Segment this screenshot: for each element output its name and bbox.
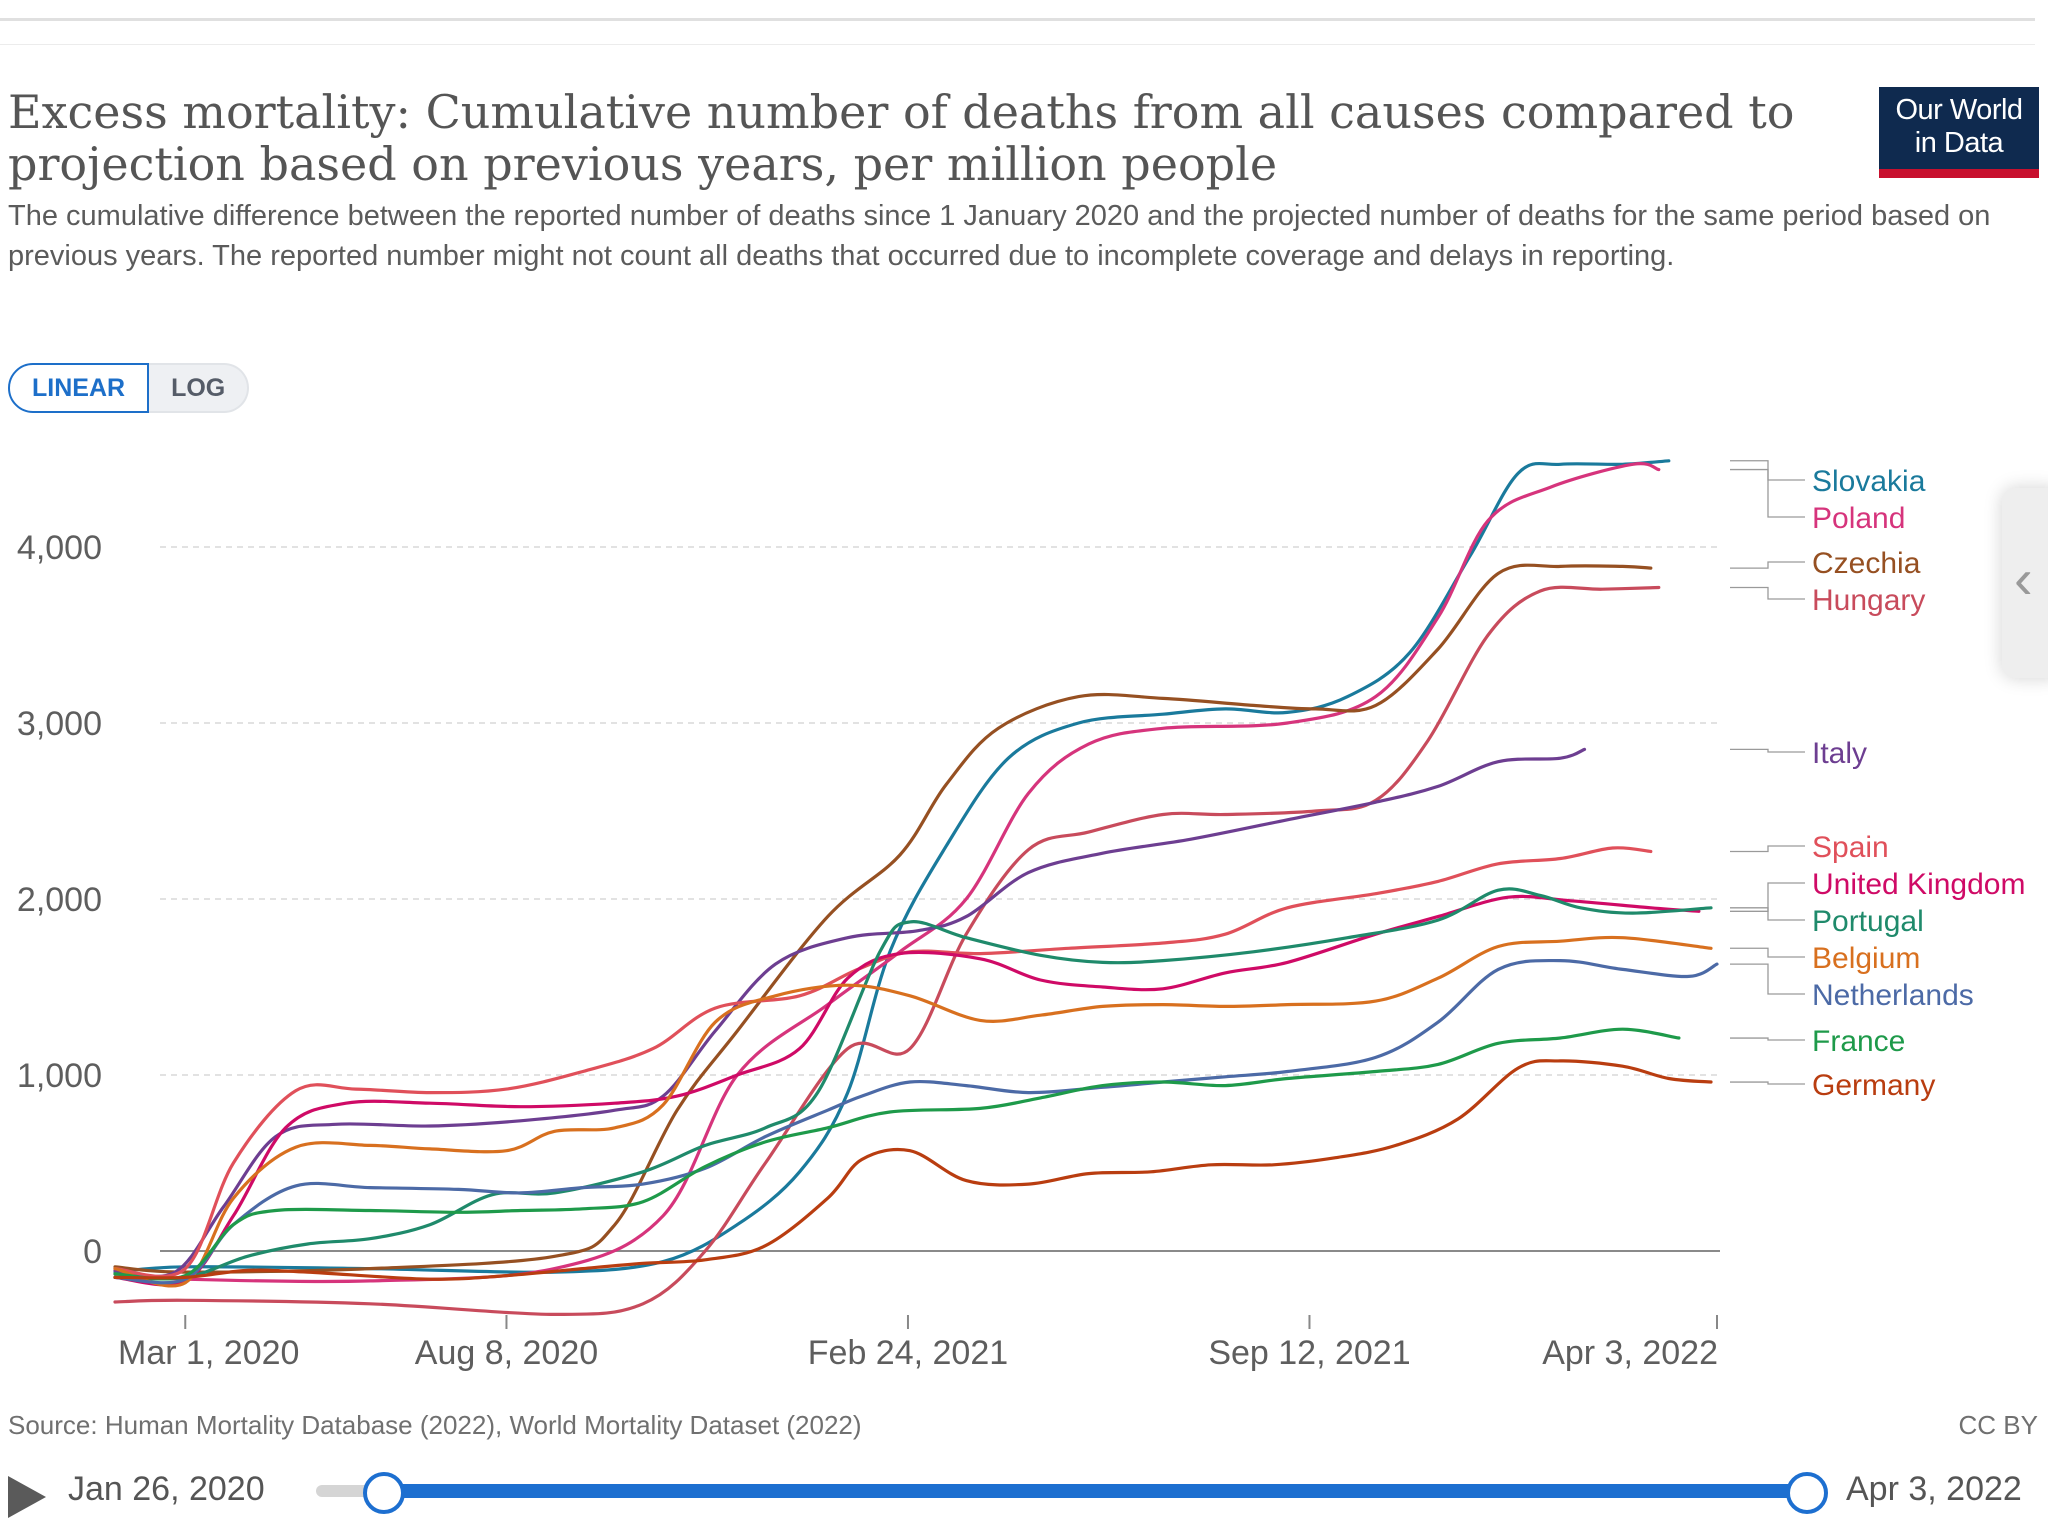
- legend-connector-united-kingdom: [1730, 882, 1805, 912]
- legend-connector-germany: [1730, 1081, 1805, 1085]
- series-line-portugal: [113, 887, 1713, 1281]
- series-line-belgium: [113, 935, 1713, 1288]
- series-line-poland: [113, 462, 1661, 1284]
- legend-connector-france: [1730, 1037, 1805, 1041]
- x-tick-label: Sep 12, 2021: [1208, 1334, 1410, 1372]
- owid-logo[interactable]: Our World in Data: [1879, 87, 2039, 178]
- legend-label-germany: Germany: [1812, 1069, 1935, 1102]
- legend-connector-hungary: [1730, 586, 1805, 600]
- x-tick-label: Mar 1, 2020: [118, 1334, 299, 1372]
- line-chart: 0 1,000 2,000 3,000 4,000 Mar 1, 2020 Aug 8, …: [17, 459, 2025, 1372]
- legend-label-netherlands: Netherlands: [1812, 979, 1974, 1012]
- series-line-hungary: [113, 585, 1661, 1316]
- legend-label-poland: Poland: [1812, 502, 1905, 535]
- log-scale-button[interactable]: LOG: [149, 363, 250, 413]
- timeline-start-handle[interactable]: [363, 1472, 405, 1514]
- legend-label-france: France: [1812, 1025, 1905, 1058]
- legend-connector-portugal: [1730, 907, 1805, 921]
- source-note: Source: Human Mortality Database (2022),…: [8, 1410, 862, 1440]
- top-divider: [0, 44, 2035, 45]
- x-tick-label: Apr 3, 2022: [1542, 1334, 1718, 1372]
- legend-label-spain: Spain: [1812, 831, 1889, 864]
- y-tick-label: 4,000: [17, 529, 102, 567]
- legend-label-hungary: Hungary: [1812, 584, 1925, 617]
- logo-line-1: Our World: [1895, 94, 2023, 126]
- series-line-united-kingdom: [113, 894, 1701, 1287]
- series-lines: [113, 459, 1719, 1316]
- timeline-selected-range: [382, 1484, 1805, 1498]
- x-axis-ticks: Mar 1, 2020 Aug 8, 2020 Feb 24, 2021 Sep 12…: [118, 1315, 1718, 1372]
- legend-label-portugal: Portugal: [1812, 905, 1924, 938]
- y-tick-label: 0: [83, 1233, 102, 1271]
- legend-connector-czechia: [1730, 561, 1805, 569]
- y-tick-label: 1,000: [17, 1057, 102, 1095]
- legend-label-belgium: Belgium: [1812, 942, 1920, 975]
- legend-connector-netherlands: [1730, 963, 1805, 995]
- timeline-end-label: Apr 3, 2022: [1846, 1470, 2022, 1508]
- legend: Slovakia Poland Czechia Hungary Italy Spain Un…: [1730, 460, 2025, 1102]
- series-line-france: [113, 1027, 1681, 1281]
- scale-toggle[interactable]: LINEAR LOG: [8, 363, 250, 413]
- chart-subtitle: The cumulative difference between the re…: [8, 200, 1991, 272]
- chevron-left-icon: ‹: [2014, 547, 2033, 610]
- series-line-czechia: [113, 563, 1653, 1274]
- x-tick-label: Aug 8, 2020: [415, 1334, 598, 1372]
- legend-connector-spain: [1730, 845, 1805, 853]
- series-line-spain: [113, 846, 1653, 1279]
- y-tick-label: 2,000: [17, 881, 102, 919]
- legend-label-czechia: Czechia: [1812, 547, 1921, 580]
- legend-label-slovakia: Slovakia: [1812, 465, 1926, 498]
- chart-title: Excess mortality: Cumulative number of d…: [8, 85, 1795, 191]
- y-tick-label: 3,000: [17, 705, 102, 743]
- legend-connector-poland: [1730, 468, 1805, 518]
- legend-label-united-kingdom: United Kingdom: [1812, 868, 2025, 901]
- logo-line-2: in Data: [1914, 127, 2004, 159]
- play-icon[interactable]: [8, 1476, 46, 1518]
- grid-lines: [160, 546, 1720, 1252]
- legend-connector-italy: [1730, 748, 1805, 753]
- series-line-germany: [113, 1059, 1713, 1281]
- linear-scale-button[interactable]: LINEAR: [8, 363, 150, 413]
- top-border: [0, 18, 2035, 21]
- timeline-start-label: Jan 26, 2020: [68, 1470, 265, 1508]
- timeline-end-handle[interactable]: [1786, 1472, 1828, 1514]
- license-label[interactable]: CC BY: [1958, 1410, 2038, 1440]
- side-panel-tab[interactable]: ‹: [2002, 488, 2048, 678]
- series-line-italy: [113, 747, 1587, 1279]
- legend-label-italy: Italy: [1812, 737, 1867, 770]
- series-line-netherlands: [113, 958, 1719, 1285]
- y-axis-ticks: 0 1,000 2,000 3,000 4,000: [17, 529, 102, 1271]
- x-tick-label: Feb 24, 2021: [808, 1334, 1008, 1372]
- legend-connector-belgium: [1730, 947, 1805, 958]
